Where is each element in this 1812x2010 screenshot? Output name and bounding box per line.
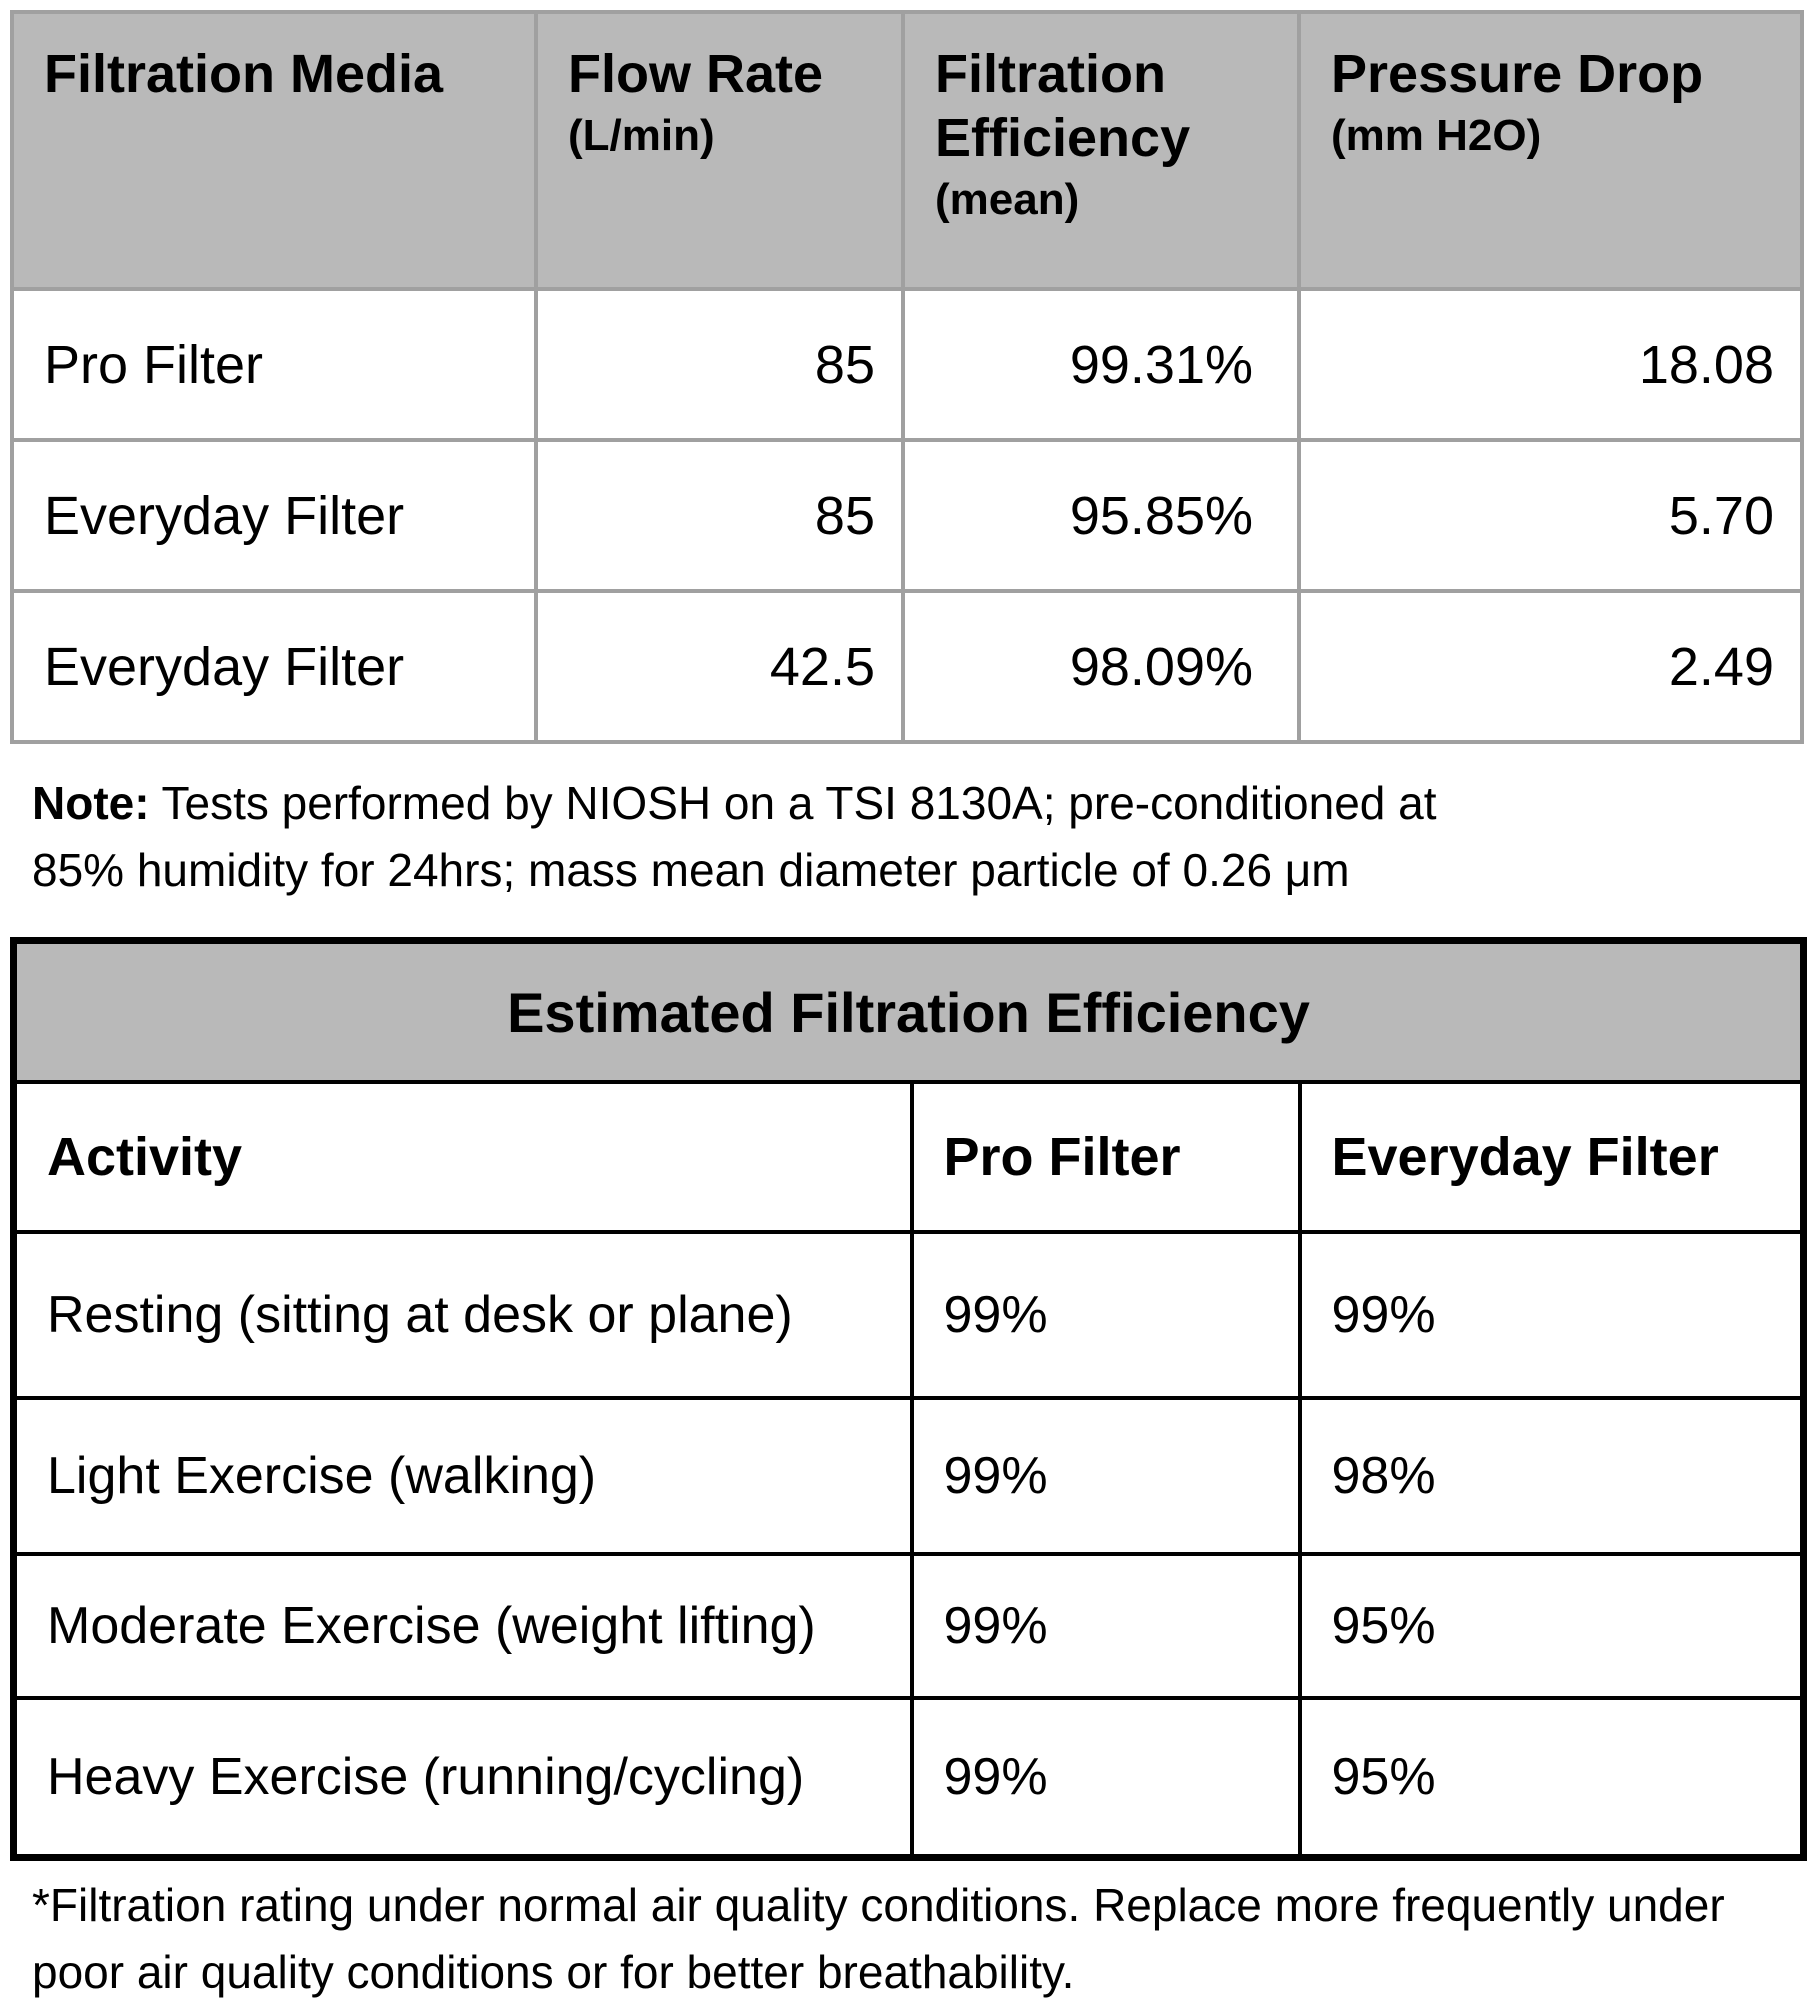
note-label: Note: bbox=[32, 777, 150, 829]
everyday-filter-cell: 98% bbox=[1297, 1396, 1806, 1556]
header-filtration-media: Filtration Media bbox=[10, 10, 538, 291]
filtration-test-header-row: Filtration Media Flow Rate (L/min) Filtr… bbox=[10, 10, 1804, 291]
activity-cell: Moderate Exercise (weight lifting) bbox=[11, 1552, 914, 1700]
pressure-drop-cell: 2.49 bbox=[1297, 589, 1804, 744]
everyday-filter-cell: 95% bbox=[1297, 1552, 1806, 1700]
activity-cell: Light Exercise (walking) bbox=[11, 1396, 914, 1556]
table-row: Everyday Filter 85 95.85% 5.70 bbox=[10, 438, 1804, 593]
title-row: Estimated Filtration Efficiency bbox=[11, 938, 1806, 1084]
header-pressure-drop: Pressure Drop (mm H2O) bbox=[1297, 10, 1804, 291]
table-row: Heavy Exercise (running/cycling) 99% 95% bbox=[11, 1696, 1806, 1860]
header-label: Filtration Efficiency bbox=[935, 44, 1191, 168]
header-label: Filtration Media bbox=[44, 44, 444, 104]
pro-filter-cell: 99% bbox=[909, 1552, 1302, 1700]
table-title: Estimated Filtration Efficiency bbox=[11, 938, 1806, 1084]
table-row: Light Exercise (walking) 99% 98% bbox=[11, 1396, 1806, 1556]
header-unit: (mean) bbox=[935, 175, 1080, 224]
header-everyday-filter: Everyday Filter bbox=[1297, 1080, 1806, 1234]
flow-rate-cell: 85 bbox=[534, 438, 905, 593]
pressure-drop-cell: 5.70 bbox=[1297, 438, 1804, 593]
header-unit: (mm H2O) bbox=[1331, 111, 1542, 160]
everyday-filter-cell: 95% bbox=[1297, 1696, 1806, 1860]
table-row: Pro Filter 85 99.31% 18.08 bbox=[10, 287, 1804, 442]
flow-rate-cell: 42.5 bbox=[534, 589, 905, 744]
media-cell: Everyday Filter bbox=[10, 589, 538, 744]
header-label: Pressure Drop bbox=[1331, 44, 1704, 104]
test-conditions-note: Note: Tests performed by NIOSH on a TSI … bbox=[32, 770, 1532, 904]
pro-filter-cell: 99% bbox=[909, 1396, 1302, 1556]
everyday-filter-cell: 99% bbox=[1297, 1230, 1806, 1400]
header-filtration-efficiency: Filtration Efficiency (mean) bbox=[901, 10, 1301, 291]
table-row: Everyday Filter 42.5 98.09% 2.49 bbox=[10, 589, 1804, 744]
column-header-row: Activity Pro Filter Everyday Filter bbox=[11, 1080, 1806, 1234]
header-label: Flow Rate bbox=[568, 44, 824, 104]
efficiency-cell: 95.85% bbox=[901, 438, 1301, 593]
flow-rate-cell: 85 bbox=[534, 287, 905, 442]
media-cell: Everyday Filter bbox=[10, 438, 538, 593]
pro-filter-cell: 99% bbox=[909, 1230, 1302, 1400]
filtration-test-table: Filtration Media Flow Rate (L/min) Filtr… bbox=[10, 10, 1804, 744]
table-row: Moderate Exercise (weight lifting) 99% 9… bbox=[11, 1552, 1806, 1700]
header-unit: (L/min) bbox=[568, 111, 715, 160]
filtration-rating-footnote: *Filtration rating under normal air qual… bbox=[32, 1879, 1725, 1998]
header-flow-rate: Flow Rate (L/min) bbox=[534, 10, 905, 291]
efficiency-cell: 99.31% bbox=[901, 287, 1301, 442]
table-row: Resting (sitting at desk or plane) 99% 9… bbox=[11, 1230, 1806, 1400]
pressure-drop-cell: 18.08 bbox=[1297, 287, 1804, 442]
estimated-efficiency-table: Estimated Filtration Efficiency Activity… bbox=[10, 937, 1808, 1861]
note-text: Tests performed by NIOSH on a TSI 8130A;… bbox=[32, 777, 1437, 896]
media-cell: Pro Filter bbox=[10, 287, 538, 442]
header-activity: Activity bbox=[11, 1080, 914, 1234]
activity-cell: Resting (sitting at desk or plane) bbox=[11, 1230, 914, 1400]
header-pro-filter: Pro Filter bbox=[909, 1080, 1302, 1234]
efficiency-cell: 98.09% bbox=[901, 589, 1301, 744]
pro-filter-cell: 99% bbox=[909, 1696, 1302, 1860]
activity-cell: Heavy Exercise (running/cycling) bbox=[11, 1696, 914, 1860]
